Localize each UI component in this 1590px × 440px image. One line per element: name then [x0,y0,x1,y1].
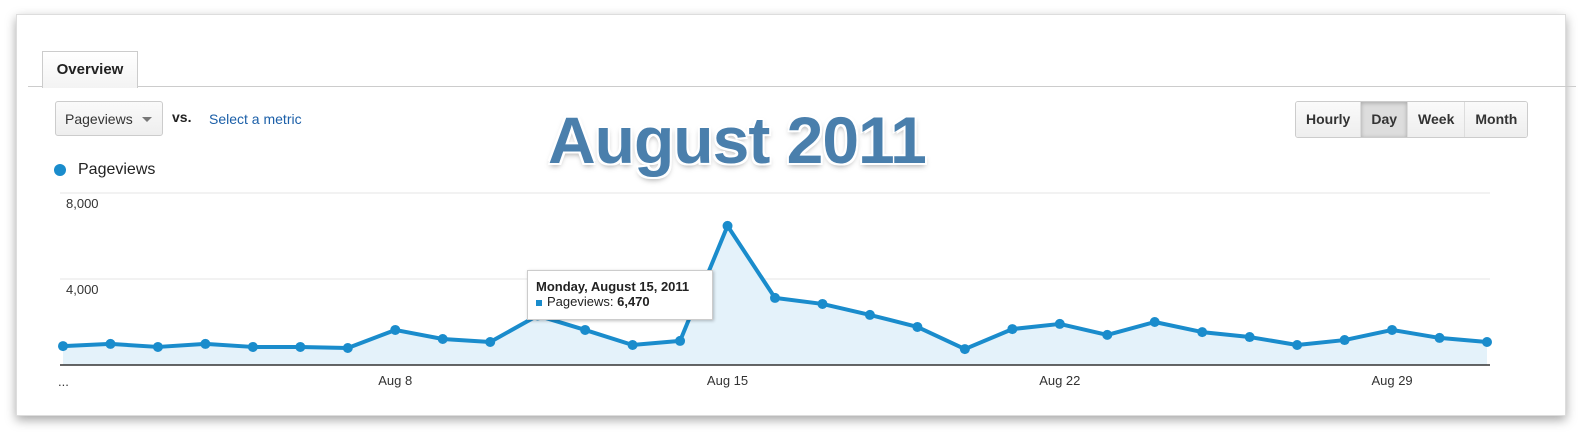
vs-label: vs. [172,109,192,125]
hourly-button[interactable]: Hourly [1296,102,1361,137]
data-point [1197,327,1208,338]
metric-select-value: Pageviews [65,111,133,127]
chart-tooltip: Monday, August 15, 2011 Pageviews: 6,470 [527,270,713,320]
data-point [295,341,306,352]
data-point [200,338,211,349]
chevron-down-icon [142,117,152,122]
data-point [342,343,353,354]
data-point [485,336,496,347]
metric-select[interactable]: Pageviews [55,101,163,136]
data-point [105,338,116,349]
data-point [1149,317,1160,327]
data-point [1007,324,1018,335]
granularity-toggle: Hourly Day Week Month [1295,101,1529,138]
data-point [1102,329,1113,340]
data-point [912,321,923,332]
month-button[interactable]: Month [1464,102,1528,137]
data-point [1482,336,1492,347]
data-point [1339,335,1350,346]
tooltip-value: 6,470 [617,294,650,309]
chart-legend[interactable]: Pageviews [54,161,155,179]
x-tick-label: Aug 8 [378,373,412,388]
data-point [1434,332,1445,343]
y-tick-label: 8,000 [66,196,99,211]
data-point [1244,332,1255,343]
data-point [247,341,258,352]
tooltip-title: Monday, August 15, 2011 [536,279,690,294]
tab-overview[interactable]: Overview [42,51,138,88]
data-point [580,324,591,335]
x-tick-label: ... [58,374,69,389]
tooltip-series: Pageviews: [547,294,614,309]
y-tick-label: 4,000 [66,282,99,297]
data-point [437,333,448,344]
x-tick-label: Aug 29 [1371,373,1412,388]
tab-divider [28,86,1576,87]
data-point [58,341,68,352]
data-point [1387,324,1398,335]
data-point [770,292,780,303]
select-metric-link[interactable]: Select a metric [209,111,302,127]
data-point [722,220,733,231]
data-point [817,298,828,309]
data-point [959,344,970,355]
x-tick-label: Aug 22 [1039,373,1080,388]
data-point [627,340,638,351]
x-tick-label: Aug 15 [707,373,748,388]
data-point [1292,340,1303,351]
overlay-title: August 2011 [548,103,927,177]
data-point [864,309,875,320]
week-button[interactable]: Week [1407,102,1465,137]
legend-label: Pageviews [78,161,156,178]
data-point [390,324,401,335]
data-point [675,335,686,346]
data-point [1054,318,1065,329]
data-point [152,341,163,352]
series-square-icon [536,299,542,306]
legend-dot-icon [54,164,66,176]
day-button[interactable]: Day [1360,102,1408,137]
